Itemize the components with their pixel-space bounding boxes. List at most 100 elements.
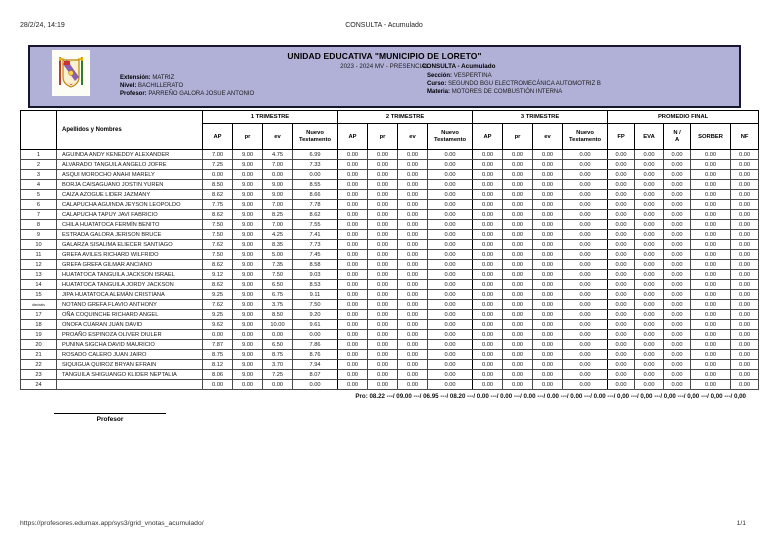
grade-cell: 0.00 <box>730 159 760 170</box>
banner-info-left: Extensión: MATRIZ Nivel: BACHILLERATO Pr… <box>120 74 254 98</box>
grade-cell: 9.25 <box>202 309 233 320</box>
grade-cell: 0.00 <box>532 199 564 210</box>
grade-cell: 0.00 <box>502 269 534 280</box>
grade-cell: 8.62 <box>202 189 233 200</box>
row-number-cell: 4 <box>20 179 57 190</box>
print-title: CONSULTA - Acumulado <box>345 22 423 29</box>
grade-cell: 0.00 <box>367 209 399 220</box>
grade-cell: 0.00 <box>663 199 692 210</box>
row-number-header <box>20 110 57 150</box>
grade-cell: 9.00 <box>232 309 263 320</box>
grade-cell: 0.00 <box>262 169 293 180</box>
report-content: UNIDAD EDUCATIVA "MUNICIPIO DE LORETO" 2… <box>20 45 760 423</box>
grade-cell: 0.00 <box>607 209 636 220</box>
grade-cell: 0.00 <box>663 179 692 190</box>
col-header-pr-t1: pr <box>232 123 263 150</box>
grade-cell: 0.00 <box>367 229 399 240</box>
grade-cell: 7.00 <box>262 159 293 170</box>
grade-cell: 0.00 <box>663 239 692 250</box>
grade-cell: 0.00 <box>337 159 369 170</box>
grade-cell: 7.50 <box>202 249 233 260</box>
grade-cell: 0.00 <box>502 379 534 390</box>
grade-cell: 0.00 <box>367 239 399 250</box>
grade-cell: 0.00 <box>427 169 474 180</box>
grade-cell: 0.00 <box>690 219 732 230</box>
grade-cell: 0.00 <box>427 329 474 340</box>
grade-cell: 8.50 <box>262 309 293 320</box>
grade-cell: 5.00 <box>262 249 293 260</box>
grade-cell: 0.00 <box>337 369 369 380</box>
grade-cell: 9.00 <box>232 339 263 350</box>
grade-cell: 7.62 <box>202 239 233 250</box>
grade-cell: 7.50 <box>291 299 339 310</box>
grade-cell: 0.00 <box>502 299 534 310</box>
grade-cell: 6.50 <box>262 279 293 290</box>
grade-cell: 0.00 <box>663 269 692 280</box>
grade-cell: 0.00 <box>634 339 665 350</box>
grade-cell: 0.00 <box>562 349 609 360</box>
student-name-cell: PROAÑO ESPINOZA OLIVER DIULER <box>56 329 203 340</box>
grade-cell: 0.00 <box>663 359 692 370</box>
grade-cell: 0.00 <box>337 329 369 340</box>
grade-cell: 0.00 <box>427 369 474 380</box>
grade-cell: 0.00 <box>427 299 474 310</box>
grade-cell: 0.00 <box>562 169 609 180</box>
print-footer: https://profesores.edumax.app/sys3/grid_… <box>0 520 768 530</box>
grade-cell: 0.00 <box>634 199 665 210</box>
grade-cell: 0.00 <box>607 269 636 280</box>
grade-cell: 9.00 <box>262 189 293 200</box>
grade-cell: 0.00 <box>690 149 732 160</box>
table-row: 3 ASQUI MOROCHO ANAHI MARELY 0.00 0.00 0.00 0… <box>20 169 760 180</box>
grade-cell: 0.00 <box>367 199 399 210</box>
grade-cell: 4.25 <box>262 229 293 240</box>
row-number-cell: 12 <box>20 259 57 270</box>
grade-cell: 0.00 <box>397 279 429 290</box>
row-number-cell: 14 <box>20 279 57 290</box>
banner-info-right: CONSULTA - Acumulado Sección: VESPERTINA… <box>422 63 601 96</box>
grade-cell: 9.62 <box>202 319 233 330</box>
col-header-nt-t2: Nuevo Testamento <box>427 123 474 150</box>
grade-cell: 7.00 <box>202 149 233 160</box>
grade-cell: 0.00 <box>730 369 760 380</box>
table-row: 11 GREFA AVILES RICHARD WILFRIDO 7.50 9.00 5… <box>20 249 760 260</box>
grade-cell: 0.00 <box>607 249 636 260</box>
grade-cell: 0.00 <box>502 279 534 290</box>
grade-cell: 0.00 <box>472 269 504 280</box>
grade-cell: 0.00 <box>472 299 504 310</box>
grade-cell: 0.00 <box>337 289 369 300</box>
grade-cell: 0.00 <box>562 209 609 220</box>
table-row: 4 BORJA CAISAGUANO JOSTIN YUREN 8.50 9.00 9.… <box>20 179 760 190</box>
footer-url: https://profesores.edumax.app/sys3/grid_… <box>20 520 204 527</box>
grade-cell: 7.78 <box>291 199 339 210</box>
grade-cell: 0.00 <box>427 159 474 170</box>
grade-cell: 0.00 <box>202 169 233 180</box>
grade-cell: 0.00 <box>532 379 564 390</box>
grade-cell: 0.00 <box>562 159 609 170</box>
row-number-cell: 19 <box>20 329 57 340</box>
grade-cell: 0.00 <box>397 309 429 320</box>
grade-cell: 8.62 <box>202 279 233 290</box>
grade-cell: 9.00 <box>232 259 263 270</box>
grade-cell: 0.00 <box>607 179 636 190</box>
grade-cell: 0.00 <box>730 339 760 350</box>
grade-cell: 0.00 <box>337 359 369 370</box>
grade-cell: 0.00 <box>690 369 732 380</box>
grade-cell: 0.00 <box>367 289 399 300</box>
grade-cell: 7.62 <box>202 299 233 310</box>
grade-cell: 9.03 <box>291 269 339 280</box>
grade-cell: 0.00 <box>262 379 293 390</box>
grade-cell: 0.00 <box>502 339 534 350</box>
grade-cell: 0.00 <box>690 309 732 320</box>
row-number-cell: dieciséis <box>20 299 57 310</box>
grade-cell: 0.00 <box>690 229 732 240</box>
col-header-sorber: SORBER <box>690 123 732 150</box>
report-banner: UNIDAD EDUCATIVA "MUNICIPIO DE LORETO" 2… <box>28 45 741 108</box>
table-row: 8 CHILA HUATATOCA FERMÍN BENITO 7.50 9.00 7.… <box>20 219 760 230</box>
grade-cell: 0.00 <box>367 259 399 270</box>
col-header-nt-t3: Nuevo Testamento <box>562 123 609 150</box>
grade-cell: 9.00 <box>232 289 263 300</box>
table-row: 22 SIQUIGUA QUIROZ BRYAN EFRAIN 8.12 9.00 3.… <box>20 359 760 370</box>
grade-cell: 0.00 <box>562 249 609 260</box>
grade-cell: 8.62 <box>202 209 233 220</box>
row-number-cell: 5 <box>20 189 57 200</box>
